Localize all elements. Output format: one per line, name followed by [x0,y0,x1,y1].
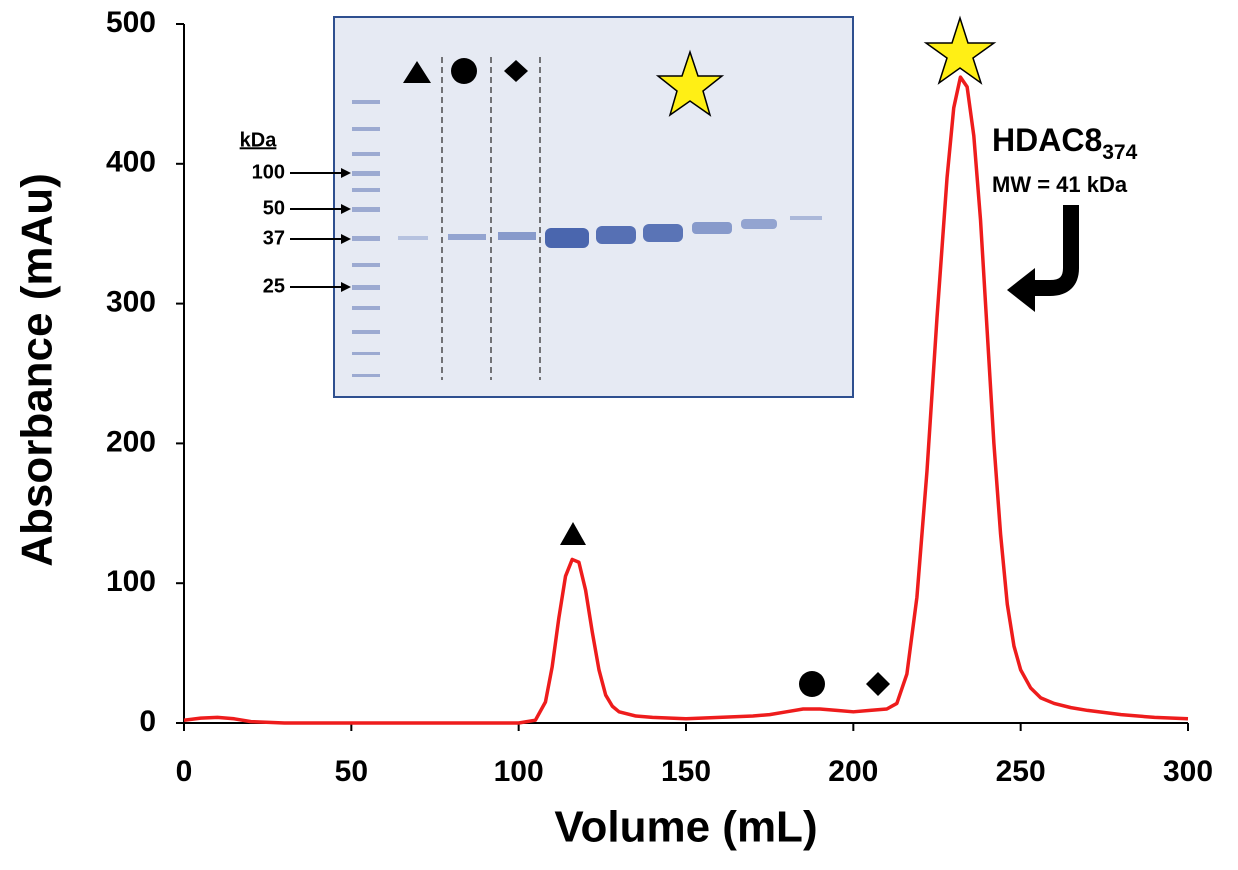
x-tick-label: 200 [828,755,878,788]
protein-name: HDAC8 [992,122,1102,158]
x-tick-label: 300 [1163,755,1213,788]
y-tick-label: 100 [106,565,156,598]
bent-arrow [1030,205,1071,288]
chart: kDa 100 50 37 25 HDAC8374 MW = 41 kDa Ab… [0,0,1238,865]
gel-inset: kDa 100 50 37 25 [240,17,853,397]
gel-marker: 50 [263,197,285,219]
y-tick-label: 300 [106,286,156,319]
peak-diamond [866,672,890,696]
peak-star [926,18,994,83]
y-tick-label: 0 [139,705,156,738]
gel-marker: 37 [263,227,285,249]
y-tick-label: 200 [106,425,156,458]
bent-arrowhead [1007,268,1035,312]
x-tick-label: 150 [661,755,711,788]
gel-unit: kDa [240,129,278,151]
x-tick-label: 100 [494,755,544,788]
gel-marker: 100 [252,161,285,183]
lane-circle [451,58,477,84]
gel-marker: 25 [263,275,285,297]
x-tick-label: 50 [335,755,368,788]
y-tick-label: 500 [106,6,156,39]
peak-circle [799,671,825,697]
protein-label: HDAC8374 [992,122,1138,163]
x-tick-label: 250 [996,755,1046,788]
mw-label: MW = 41 kDa [992,172,1128,197]
peak-triangle [560,522,586,545]
protein-subscript: 374 [1102,141,1137,164]
y-tick-label: 400 [106,146,156,179]
x-tick-label: 0 [176,755,193,788]
x-axis-title: Volume (mL) [554,803,817,852]
y-axis-title: Absorbance (mAu) [13,173,62,567]
